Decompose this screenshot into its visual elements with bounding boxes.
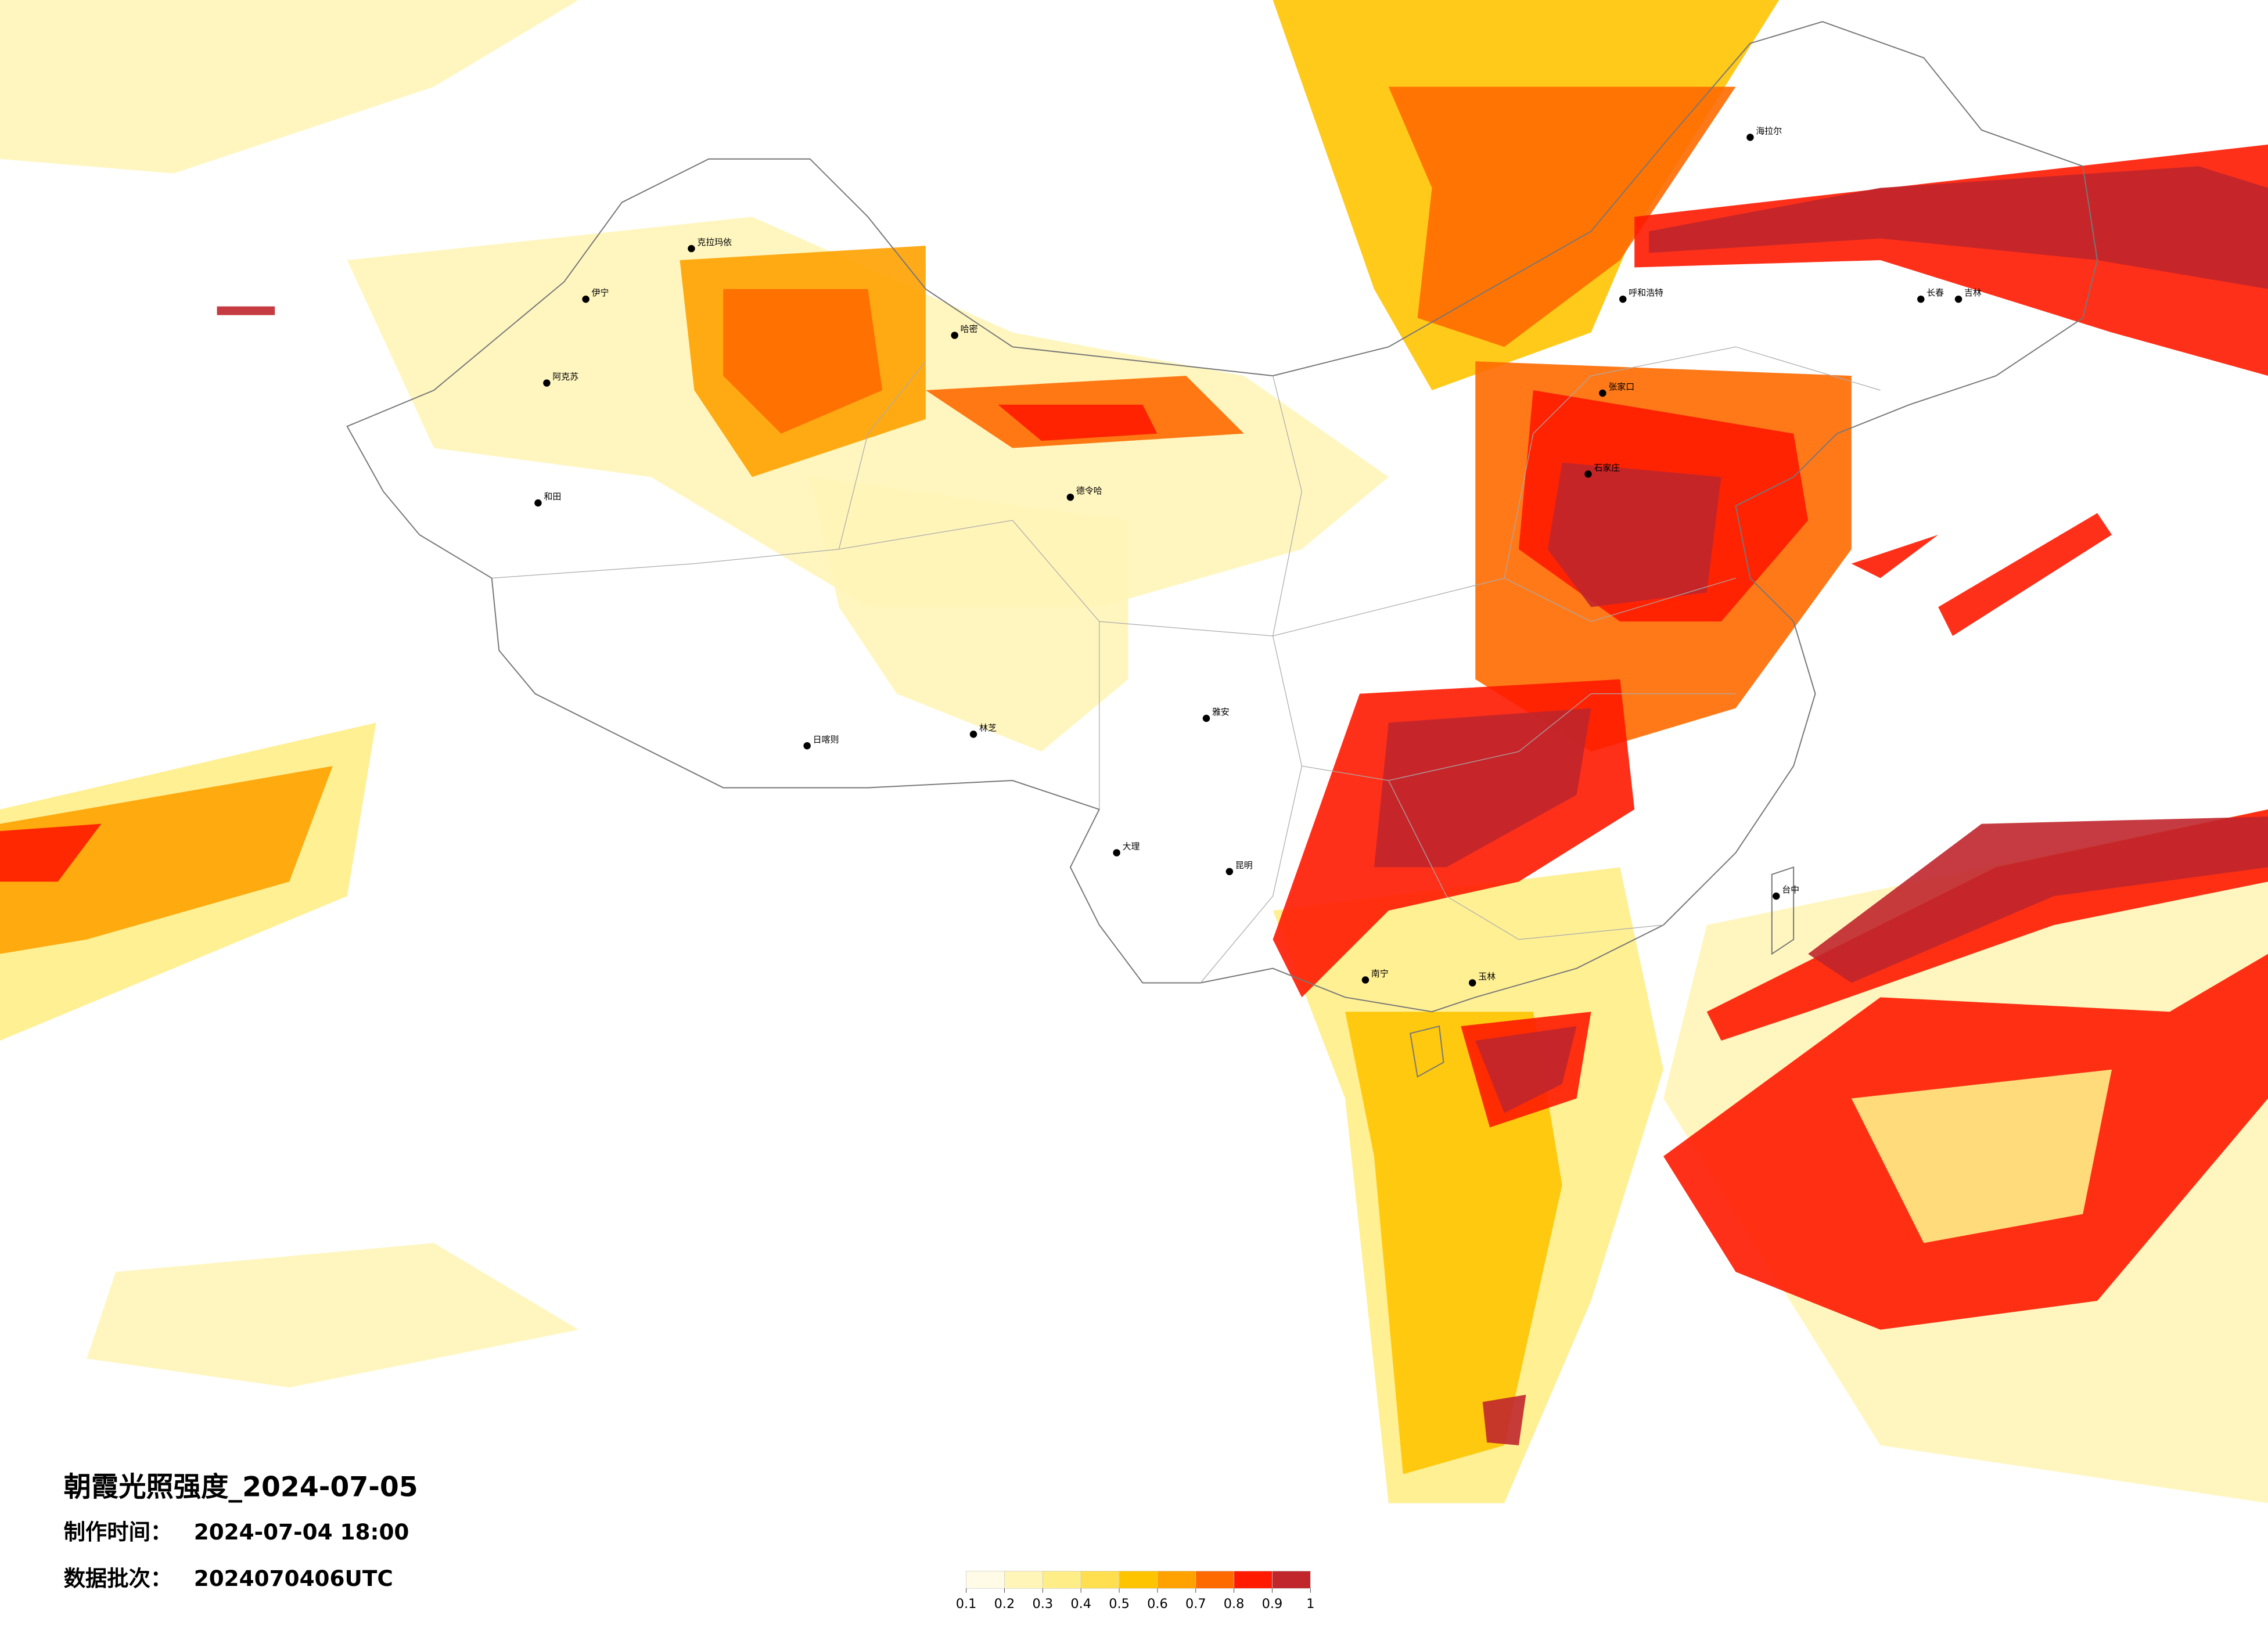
city-dot [534, 499, 542, 507]
intensity-area [1649, 166, 2268, 289]
legend-swatch [1195, 1571, 1234, 1589]
legend-tick-label: 0.6 [1147, 1596, 1168, 1611]
city-dot [1584, 470, 1592, 478]
legend-tick-label: 0.5 [1109, 1596, 1130, 1611]
intensity-area [1345, 1012, 1562, 1474]
city-label: 昆明 [1235, 860, 1253, 870]
legend-swatch [1119, 1571, 1158, 1589]
intensity-area [723, 289, 883, 434]
city-dot [1773, 892, 1780, 900]
intensity-area [1808, 816, 2268, 983]
city-label: 德令哈 [1076, 485, 1102, 496]
city-dot [1066, 493, 1074, 501]
city-label: 海拉尔 [1756, 125, 1782, 136]
intensity-area [1374, 708, 1591, 868]
legend-swatch [1004, 1571, 1043, 1589]
intensity-area [1475, 1026, 1577, 1113]
city-dot [1746, 134, 1754, 141]
info-value: 2024070406UTC [194, 1566, 393, 1591]
intensity-area [1388, 87, 1736, 347]
city-dot [1469, 979, 1476, 987]
legend-swatch [1080, 1571, 1120, 1589]
city-dot [582, 295, 590, 303]
city-label: 长春 [1926, 287, 1944, 298]
legend: 0.1 0.2 0.3 0.4 0.5 0.6 0.7 0.8 0.9 1 [956, 1571, 1314, 1611]
city-dot [688, 244, 695, 253]
city-label: 玉林 [1478, 971, 1496, 981]
intensity-area [217, 306, 275, 315]
intensity-area [1851, 534, 1939, 578]
legend-tick-label: 0.8 [1224, 1596, 1245, 1611]
info-label: 数据批次： [64, 1566, 172, 1591]
city-label: 克拉玛依 [697, 237, 732, 247]
intensity-area [1547, 462, 1721, 607]
city-dot [1225, 868, 1234, 876]
city-dot [1954, 295, 1963, 303]
intensity-area [1482, 1394, 1526, 1445]
city-dot [1202, 714, 1210, 722]
legend-swatch [1272, 1571, 1311, 1589]
intensity-area [0, 823, 102, 882]
info-value: 2024-07-04 18:00 [194, 1519, 409, 1545]
intensity-layer [0, 0, 2268, 1503]
city-label: 呼和浩特 [1629, 287, 1663, 298]
city-dot [1599, 389, 1606, 397]
city-label: 张家口 [1608, 382, 1634, 392]
legend-tick-label: 1 [1306, 1596, 1314, 1611]
city-label: 哈密 [961, 323, 978, 334]
city-dot [1917, 295, 1925, 303]
info-label: 制作时间： [64, 1519, 172, 1545]
city-dot [1361, 976, 1370, 984]
city-label: 石家庄 [1594, 462, 1620, 473]
city-label: 林芝 [979, 722, 997, 733]
intensity-area [1851, 1069, 2112, 1243]
intensity-area [0, 766, 333, 954]
legend-tick-label: 0.1 [956, 1596, 977, 1611]
legend-tick-label: 0.3 [1033, 1596, 1054, 1611]
province-borders [491, 346, 1881, 983]
city-label: 伊宁 [592, 287, 609, 298]
city-dot [969, 731, 977, 738]
city-label: 阿克苏 [552, 372, 578, 382]
city-dot [951, 332, 958, 339]
city-dot [1113, 849, 1120, 857]
info-block: 朝霞光照强度_2024-07-05 制作时间： 2024-07-04 18:00 数… [64, 1472, 418, 1591]
city-label: 台中 [1782, 884, 1799, 895]
intensity-area [810, 477, 1128, 752]
city-label: 和田 [544, 491, 561, 502]
legend-tick-label: 0.2 [994, 1596, 1015, 1611]
intensity-area [1938, 513, 2112, 636]
country-border [346, 21, 2098, 1078]
city-dot [803, 742, 811, 750]
city-label: 日喀则 [813, 734, 839, 744]
city-label: 南宁 [1371, 969, 1389, 979]
city-label: 雅安 [1212, 707, 1230, 717]
city-dot [1619, 295, 1627, 303]
legend-swatch [1042, 1571, 1081, 1589]
city-dot [543, 379, 551, 387]
legend-tick-label: 0.4 [1070, 1596, 1091, 1611]
city-label: 大理 [1123, 841, 1140, 851]
legend-tick-label: 0.7 [1185, 1596, 1206, 1611]
legend-tick-label: 0.9 [1262, 1596, 1283, 1611]
legend-swatch [966, 1571, 1005, 1589]
intensity-area [87, 1243, 579, 1388]
legend-swatch [1234, 1571, 1273, 1589]
intensity-area [0, 0, 579, 174]
city-label: 吉林 [1964, 287, 1982, 298]
legend-swatch [1157, 1571, 1196, 1589]
map-title: 朝霞光照强度_2024-07-05 [64, 1472, 418, 1503]
intensity-area [998, 404, 1158, 441]
